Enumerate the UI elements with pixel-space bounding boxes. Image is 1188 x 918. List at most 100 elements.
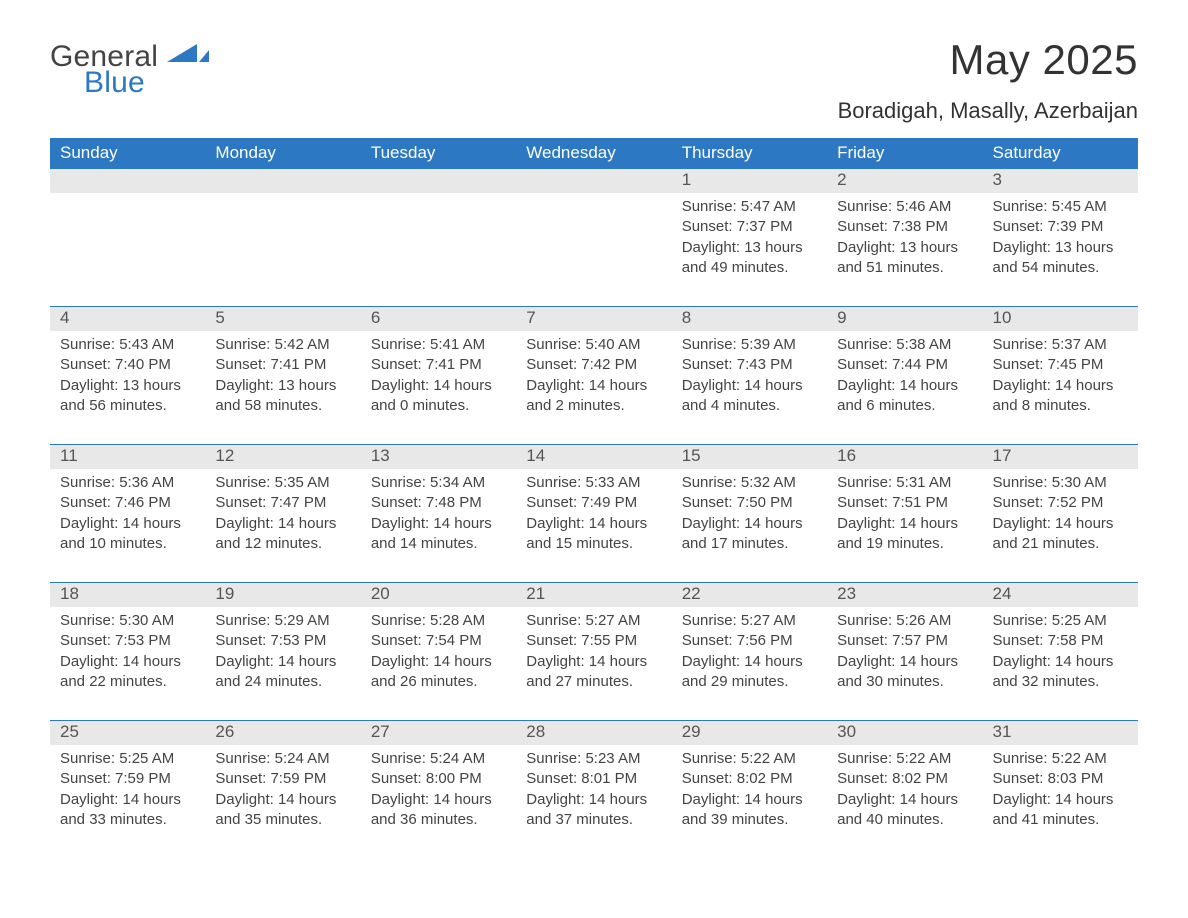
sunset-line: Sunset: 7:51 PM (837, 493, 972, 513)
day-details: Sunrise: 5:36 AMSunset: 7:46 PMDaylight:… (50, 469, 205, 558)
day-number: 10 (983, 307, 1138, 331)
calendar-cell: 6Sunrise: 5:41 AMSunset: 7:41 PMDaylight… (361, 307, 516, 445)
sunrise-line: Sunrise: 5:47 AM (682, 197, 817, 217)
sunrise-line: Sunrise: 5:34 AM (371, 473, 506, 493)
weekday-header: Friday (827, 138, 982, 169)
day-details: Sunrise: 5:46 AMSunset: 7:38 PMDaylight:… (827, 193, 982, 282)
sunrise-line: Sunrise: 5:46 AM (837, 197, 972, 217)
sunrise-line: Sunrise: 5:27 AM (682, 611, 817, 631)
brand-text: General Blue (50, 36, 209, 102)
sunrise-line: Sunrise: 5:22 AM (837, 749, 972, 769)
calendar-cell: 16Sunrise: 5:31 AMSunset: 7:51 PMDayligh… (827, 445, 982, 583)
sunset-line: Sunset: 7:38 PM (837, 217, 972, 237)
sunrise-line: Sunrise: 5:41 AM (371, 335, 506, 355)
sunrise-line: Sunrise: 5:30 AM (993, 473, 1128, 493)
calendar-cell: 12Sunrise: 5:35 AMSunset: 7:47 PMDayligh… (205, 445, 360, 583)
day-number: 8 (672, 307, 827, 331)
weekday-header: Thursday (672, 138, 827, 169)
day-number: 26 (205, 721, 360, 745)
day-details: Sunrise: 5:29 AMSunset: 7:53 PMDaylight:… (205, 607, 360, 696)
day-details: Sunrise: 5:40 AMSunset: 7:42 PMDaylight:… (516, 331, 671, 420)
day-number: 27 (361, 721, 516, 745)
sunrise-line: Sunrise: 5:39 AM (682, 335, 817, 355)
daylight-line: Daylight: 14 hours and 21 minutes. (993, 514, 1128, 555)
daylight-line: Daylight: 14 hours and 14 minutes. (371, 514, 506, 555)
sunset-line: Sunset: 7:43 PM (682, 355, 817, 375)
calendar-cell: 5Sunrise: 5:42 AMSunset: 7:41 PMDaylight… (205, 307, 360, 445)
calendar-cell: 28Sunrise: 5:23 AMSunset: 8:01 PMDayligh… (516, 721, 671, 859)
sunrise-line: Sunrise: 5:36 AM (60, 473, 195, 493)
day-number: 14 (516, 445, 671, 469)
day-number: 23 (827, 583, 982, 607)
sunset-line: Sunset: 7:41 PM (215, 355, 350, 375)
daylight-line: Daylight: 14 hours and 29 minutes. (682, 652, 817, 693)
sunset-line: Sunset: 7:47 PM (215, 493, 350, 513)
daylight-line: Daylight: 14 hours and 27 minutes. (526, 652, 661, 693)
day-details: Sunrise: 5:37 AMSunset: 7:45 PMDaylight:… (983, 331, 1138, 420)
calendar-cell: 9Sunrise: 5:38 AMSunset: 7:44 PMDaylight… (827, 307, 982, 445)
daylight-line: Daylight: 14 hours and 12 minutes. (215, 514, 350, 555)
day-number: 12 (205, 445, 360, 469)
calendar-cell: 26Sunrise: 5:24 AMSunset: 7:59 PMDayligh… (205, 721, 360, 859)
sunset-line: Sunset: 7:41 PM (371, 355, 506, 375)
day-number: 29 (672, 721, 827, 745)
sunrise-line: Sunrise: 5:25 AM (993, 611, 1128, 631)
sunrise-line: Sunrise: 5:28 AM (371, 611, 506, 631)
calendar-cell: 4Sunrise: 5:43 AMSunset: 7:40 PMDaylight… (50, 307, 205, 445)
sunset-line: Sunset: 7:55 PM (526, 631, 661, 651)
day-details: Sunrise: 5:45 AMSunset: 7:39 PMDaylight:… (983, 193, 1138, 282)
empty-daynum (50, 169, 205, 193)
daylight-line: Daylight: 14 hours and 40 minutes. (837, 790, 972, 831)
calendar-cell: 11Sunrise: 5:36 AMSunset: 7:46 PMDayligh… (50, 445, 205, 583)
day-number: 3 (983, 169, 1138, 193)
daylight-line: Daylight: 14 hours and 17 minutes. (682, 514, 817, 555)
sunset-line: Sunset: 7:42 PM (526, 355, 661, 375)
daylight-line: Daylight: 14 hours and 26 minutes. (371, 652, 506, 693)
daylight-line: Daylight: 14 hours and 10 minutes. (60, 514, 195, 555)
calendar-cell: 15Sunrise: 5:32 AMSunset: 7:50 PMDayligh… (672, 445, 827, 583)
day-number: 9 (827, 307, 982, 331)
sunset-line: Sunset: 8:02 PM (682, 769, 817, 789)
daylight-line: Daylight: 14 hours and 37 minutes. (526, 790, 661, 831)
calendar-cell: 2Sunrise: 5:46 AMSunset: 7:38 PMDaylight… (827, 169, 982, 307)
calendar-week-row: 1Sunrise: 5:47 AMSunset: 7:37 PMDaylight… (50, 169, 1138, 307)
daylight-line: Daylight: 14 hours and 36 minutes. (371, 790, 506, 831)
calendar-cell: 29Sunrise: 5:22 AMSunset: 8:02 PMDayligh… (672, 721, 827, 859)
sunrise-line: Sunrise: 5:37 AM (993, 335, 1128, 355)
day-number: 28 (516, 721, 671, 745)
daylight-line: Daylight: 13 hours and 58 minutes. (215, 376, 350, 417)
sunset-line: Sunset: 7:45 PM (993, 355, 1128, 375)
day-details: Sunrise: 5:24 AMSunset: 8:00 PMDaylight:… (361, 745, 516, 834)
calendar-cell: 23Sunrise: 5:26 AMSunset: 7:57 PMDayligh… (827, 583, 982, 721)
sunset-line: Sunset: 7:46 PM (60, 493, 195, 513)
day-details: Sunrise: 5:35 AMSunset: 7:47 PMDaylight:… (205, 469, 360, 558)
sunset-line: Sunset: 7:59 PM (60, 769, 195, 789)
calendar-cell (50, 169, 205, 307)
page-header: General Blue May 2025 Boradigah, Masally… (50, 36, 1138, 124)
calendar-cell: 31Sunrise: 5:22 AMSunset: 8:03 PMDayligh… (983, 721, 1138, 859)
sunset-line: Sunset: 7:56 PM (682, 631, 817, 651)
day-details: Sunrise: 5:41 AMSunset: 7:41 PMDaylight:… (361, 331, 516, 420)
calendar-cell: 18Sunrise: 5:30 AMSunset: 7:53 PMDayligh… (50, 583, 205, 721)
day-number: 7 (516, 307, 671, 331)
sunset-line: Sunset: 8:01 PM (526, 769, 661, 789)
day-number: 2 (827, 169, 982, 193)
brand-triangle-icon (167, 42, 209, 66)
day-details: Sunrise: 5:22 AMSunset: 8:03 PMDaylight:… (983, 745, 1138, 834)
sunrise-line: Sunrise: 5:25 AM (60, 749, 195, 769)
day-details: Sunrise: 5:28 AMSunset: 7:54 PMDaylight:… (361, 607, 516, 696)
sunrise-line: Sunrise: 5:35 AM (215, 473, 350, 493)
daylight-line: Daylight: 14 hours and 0 minutes. (371, 376, 506, 417)
sunrise-line: Sunrise: 5:42 AM (215, 335, 350, 355)
calendar-cell (361, 169, 516, 307)
calendar-week-row: 4Sunrise: 5:43 AMSunset: 7:40 PMDaylight… (50, 307, 1138, 445)
calendar-cell: 14Sunrise: 5:33 AMSunset: 7:49 PMDayligh… (516, 445, 671, 583)
day-details: Sunrise: 5:30 AMSunset: 7:53 PMDaylight:… (50, 607, 205, 696)
sunset-line: Sunset: 7:39 PM (993, 217, 1128, 237)
daylight-line: Daylight: 14 hours and 30 minutes. (837, 652, 972, 693)
calendar-cell: 17Sunrise: 5:30 AMSunset: 7:52 PMDayligh… (983, 445, 1138, 583)
sunset-line: Sunset: 7:50 PM (682, 493, 817, 513)
sunrise-line: Sunrise: 5:43 AM (60, 335, 195, 355)
daylight-line: Daylight: 14 hours and 24 minutes. (215, 652, 350, 693)
calendar-week-row: 25Sunrise: 5:25 AMSunset: 7:59 PMDayligh… (50, 721, 1138, 859)
